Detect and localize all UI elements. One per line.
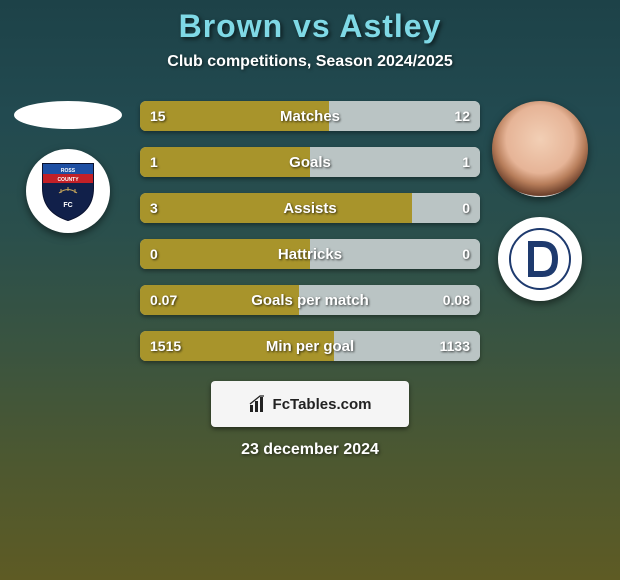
brand-text: FcTables.com xyxy=(273,396,372,413)
stat-bar-left xyxy=(140,239,310,269)
stat-bar-right xyxy=(334,331,480,361)
comparison-area: ROSS COUNTY FC FC xyxy=(0,101,620,361)
ross-county-crest-icon: ROSS COUNTY FC xyxy=(41,160,95,222)
stat-bar-right xyxy=(329,101,480,131)
svg-text:ROSS: ROSS xyxy=(61,168,76,174)
stat-row: Goals11 xyxy=(140,147,480,177)
svg-text:FC: FC xyxy=(63,202,72,209)
player-photo-right xyxy=(492,101,588,197)
stat-bar-right xyxy=(310,239,480,269)
stat-bar-left xyxy=(140,147,310,177)
stat-row: Matches1512 xyxy=(140,101,480,131)
stat-bar-right xyxy=(412,193,480,223)
brand-pill[interactable]: FcTables.com xyxy=(211,381,409,427)
stat-bar-left xyxy=(140,285,299,315)
dundee-crest-icon: FC xyxy=(508,227,572,291)
content-wrapper: Brown vs Astley Club competitions, Seaso… xyxy=(0,0,620,580)
chart-icon xyxy=(249,395,267,413)
date-text: 23 december 2024 xyxy=(0,441,620,459)
page-title: Brown vs Astley xyxy=(0,8,620,45)
stat-bar-right xyxy=(310,147,480,177)
stat-bar-left xyxy=(140,101,329,131)
stat-bar-left xyxy=(140,331,334,361)
stat-bar-right xyxy=(299,285,480,315)
stat-bar-left xyxy=(140,193,412,223)
page-subtitle: Club competitions, Season 2024/2025 xyxy=(0,53,620,71)
svg-text:FC: FC xyxy=(535,257,544,264)
stat-row: Goals per match0.070.08 xyxy=(140,285,480,315)
stat-row: Assists30 xyxy=(140,193,480,223)
stat-row: Min per goal15151133 xyxy=(140,331,480,361)
stat-row: Hattricks00 xyxy=(140,239,480,269)
player-placeholder-left xyxy=(14,101,122,129)
stats-bars: Matches1512 Goals11 Assists30 Hattricks00 Go… xyxy=(140,101,480,361)
svg-text:COUNTY: COUNTY xyxy=(57,177,79,183)
club-badge-left: ROSS COUNTY FC xyxy=(26,149,110,233)
left-player-column: ROSS COUNTY FC xyxy=(8,101,128,233)
club-badge-right: FC xyxy=(498,217,582,301)
right-player-column: FC xyxy=(480,101,600,301)
